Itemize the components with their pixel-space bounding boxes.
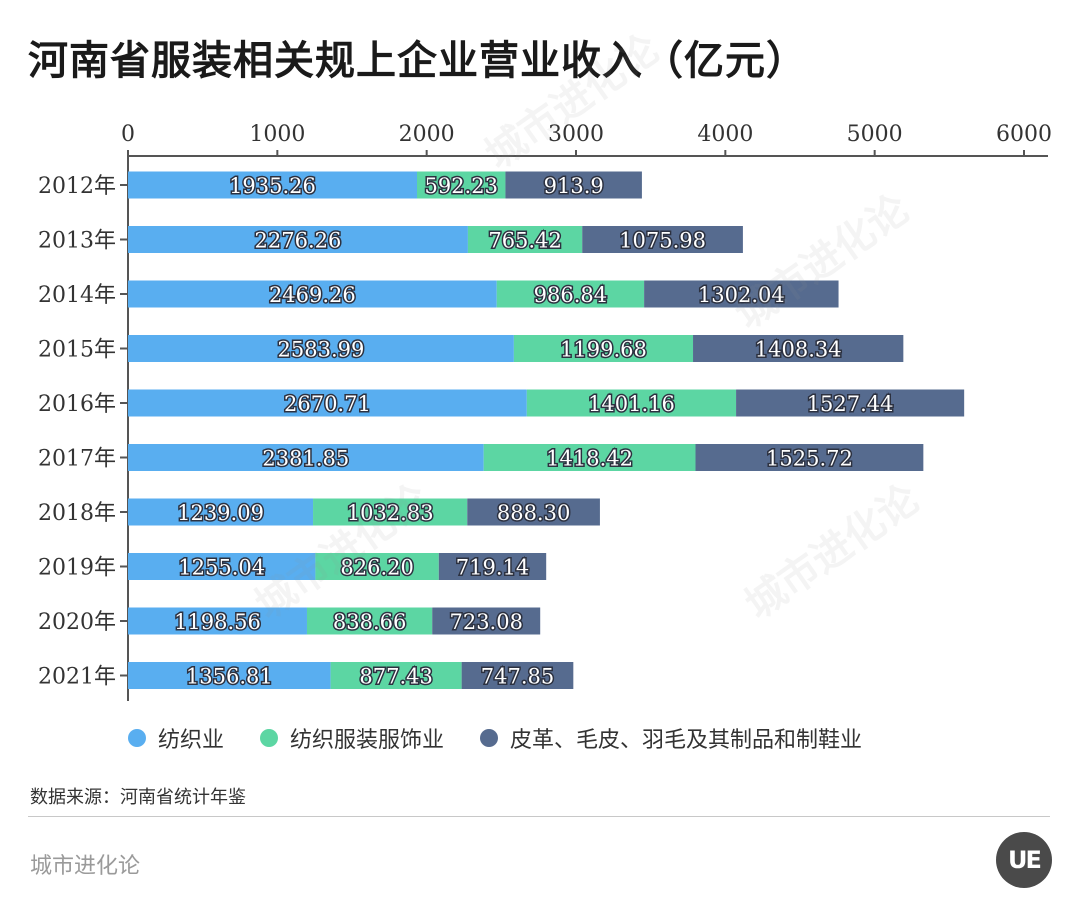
category-label: 2012年	[38, 174, 116, 199]
category-label: 2021年	[38, 665, 116, 690]
bar-segment	[128, 498, 314, 526]
data-label: 1418.42	[546, 447, 633, 471]
bar-segment	[695, 444, 924, 471]
bar-segment	[513, 335, 694, 362]
bar-segment	[313, 498, 468, 526]
category-label: 2018年	[38, 501, 116, 526]
bar-segment	[128, 389, 527, 417]
data-label: 1199.68	[560, 338, 647, 362]
category-label: 2015年	[38, 338, 116, 363]
data-label: 2469.26	[269, 283, 356, 307]
bar-segment	[128, 335, 514, 362]
x-tick-label: 3000	[548, 122, 604, 147]
data-label: 723.08	[449, 610, 522, 634]
bar-segment	[416, 171, 506, 199]
x-tick-label: 1000	[249, 122, 305, 147]
category-label: 2019年	[38, 556, 116, 581]
data-label: 592.23	[424, 174, 497, 198]
data-label: 1032.83	[347, 501, 434, 525]
bar-segment	[644, 280, 839, 308]
legend-item-textile: 纺织业	[128, 722, 224, 754]
bar-segment	[432, 607, 541, 635]
legend: 纺织业 纺织服装服饰业 皮革、毛皮、羽毛及其制品和制鞋业	[128, 722, 862, 754]
logo-text: UE	[1008, 846, 1042, 874]
bar-segment	[467, 226, 583, 253]
bar-segment	[693, 335, 904, 362]
data-label: 1527.44	[807, 392, 894, 416]
bar-segment	[438, 553, 547, 580]
bar-segment	[128, 607, 307, 635]
category-label: 2014年	[38, 283, 116, 308]
legend-swatch-apparel	[260, 729, 279, 747]
bar-segment	[496, 280, 645, 308]
bar-segment	[128, 662, 331, 689]
legend-label-apparel: 纺织服装服饰业	[290, 728, 445, 753]
data-label: 1356.81	[186, 665, 273, 689]
data-label: 2276.26	[255, 229, 342, 253]
x-tick-label: 0	[121, 122, 135, 147]
data-label: 1075.98	[619, 229, 706, 253]
data-label: 838.66	[333, 610, 406, 634]
data-label: 2583.99	[278, 338, 365, 362]
category-label: 2016年	[38, 392, 116, 417]
data-label: 1198.56	[174, 610, 261, 634]
brand-name: 城市进化论	[30, 854, 141, 879]
x-tick-label: 5000	[847, 122, 903, 147]
data-source: 数据来源：河南省统计年鉴	[30, 787, 246, 808]
data-label: 888.30	[497, 501, 570, 525]
data-label: 1525.72	[766, 447, 853, 471]
bar-segment	[505, 171, 642, 199]
bar-segment	[128, 444, 484, 471]
data-label: 1401.16	[588, 392, 675, 416]
bar-segment	[526, 389, 737, 417]
data-label: 1935.26	[229, 174, 316, 198]
legend-swatch-textile	[128, 729, 146, 747]
legend-swatch-leather	[480, 729, 499, 747]
category-label: 2013年	[38, 229, 116, 254]
data-label: 765.42	[488, 229, 561, 253]
data-label: 1255.04	[178, 556, 265, 580]
data-label: 1302.04	[698, 283, 785, 307]
bar-segment	[467, 498, 600, 526]
data-label: 2670.71	[284, 392, 371, 416]
bar-segment	[128, 280, 497, 308]
data-label: 719.14	[456, 556, 529, 580]
data-label: 913.9	[544, 174, 604, 198]
data-label: 986.84	[534, 283, 607, 307]
category-label: 2017年	[38, 447, 116, 472]
bar-segment	[128, 171, 417, 199]
bar-segment	[128, 226, 468, 253]
data-label: 747.85	[481, 665, 554, 689]
bar-segment	[736, 389, 965, 417]
bar-segment	[128, 553, 316, 580]
bar-segment	[306, 607, 433, 635]
brand-logo: UE	[996, 832, 1052, 888]
x-tick-label: 6000	[996, 122, 1052, 147]
bar-segment	[483, 444, 696, 471]
data-label: 1239.09	[177, 501, 264, 525]
footer-divider	[28, 816, 1050, 817]
data-label: 1408.34	[755, 338, 842, 362]
legend-item-leather: 皮革、毛皮、羽毛及其制品和制鞋业	[480, 722, 862, 754]
legend-label-leather: 皮革、毛皮、羽毛及其制品和制鞋业	[510, 728, 863, 753]
data-label: 877.43	[359, 665, 432, 689]
x-tick-label: 2000	[399, 122, 455, 147]
data-label: 826.20	[340, 556, 413, 580]
bar-segment	[330, 662, 462, 689]
data-label: 2381.85	[262, 447, 349, 471]
legend-label-textile: 纺织业	[158, 728, 225, 753]
category-label: 2020年	[38, 610, 116, 635]
chart-title: 河南省服装相关规上企业营业收入（亿元）	[28, 37, 807, 84]
bar-segment	[315, 553, 439, 580]
bar-segment	[582, 226, 743, 253]
bar-segment	[461, 662, 574, 689]
x-tick-label: 4000	[697, 122, 753, 147]
legend-item-apparel: 纺织服装服饰业	[260, 722, 444, 754]
